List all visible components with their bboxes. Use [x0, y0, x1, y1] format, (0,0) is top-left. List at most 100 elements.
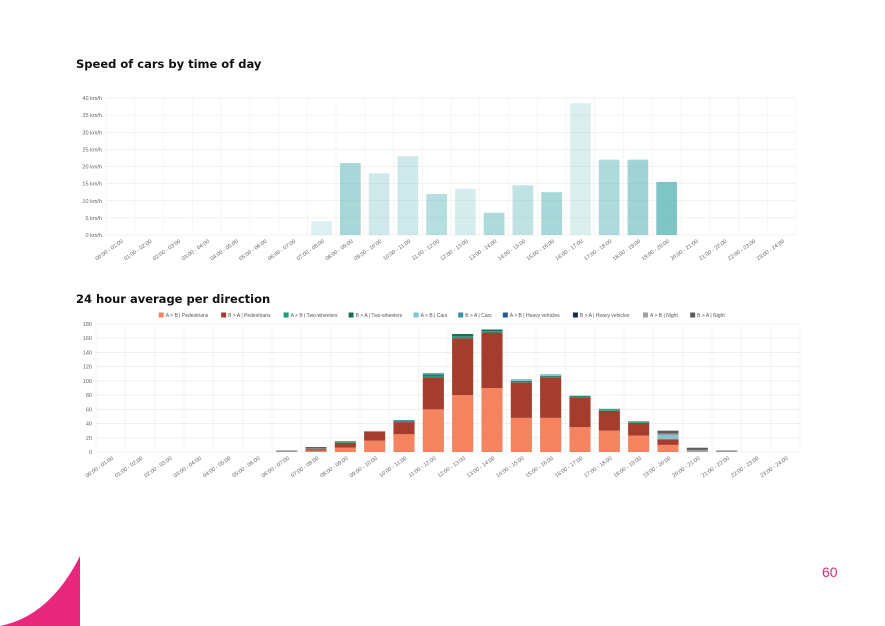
x-tick-label: 15:00 - 16:00	[525, 456, 555, 480]
speed-bar	[426, 193, 447, 235]
stacked-bar-segment	[276, 450, 298, 452]
stacked-bar-segment	[393, 421, 415, 423]
speed-chart: 0 km/h 5 km/h 10 km/h 15 km/h 20 km/h 25 km/h…	[82, 96, 797, 263]
stacked-bar-segment	[598, 430, 620, 452]
x-tick-label: 07:00 - 08:00	[290, 456, 320, 480]
y-tick-label: 120	[83, 365, 92, 371]
x-tick-label: 12:00 - 13:00	[437, 456, 467, 480]
stacked-bar-segment	[510, 382, 532, 418]
stacked-bar-segment	[510, 380, 532, 381]
legend-swatch	[572, 312, 578, 318]
stacked-bar-segment	[540, 374, 562, 376]
x-tick-label: 04:00 - 05:00	[210, 239, 240, 263]
stacked-bar-segment	[628, 435, 650, 452]
stacked-bar-segment	[305, 450, 327, 452]
speed-bar	[598, 159, 620, 235]
stacked-bar-segment	[716, 451, 738, 452]
x-tick-label: 13:00 - 14:00	[466, 456, 496, 480]
y-tick-label: 35 km/h	[82, 113, 102, 119]
x-tick-label: 21:00 - 22:00	[698, 239, 728, 263]
legend-label: A > B | Cars	[421, 313, 448, 319]
legend-label: B > A | Cars	[465, 313, 492, 319]
stacked-bar-segment	[334, 442, 356, 443]
x-tick-label: 18:00 - 19:00	[612, 239, 642, 263]
stacked-bar-segment	[305, 449, 327, 451]
x-tick-label: 22:00 - 23:00	[727, 239, 757, 263]
stacked-bar-segment	[364, 440, 386, 452]
stacked-bar-segment	[510, 379, 532, 381]
stacked-bar-segment	[393, 420, 415, 421]
x-tick-label: 02:00 - 03:00	[143, 456, 173, 480]
stacked-bar-segment	[422, 374, 444, 376]
y-tick-label: 30 km/h	[82, 130, 102, 136]
x-tick-label: 15:00 - 16:00	[526, 239, 556, 263]
stacked-bar-segment	[305, 447, 327, 449]
y-tick-label: 40	[86, 422, 92, 428]
stacked-bar-segment	[422, 373, 444, 375]
stacked-bar-segment	[422, 373, 444, 374]
y-tick-label: 25 km/h	[82, 147, 102, 153]
stacked-bar-segment	[481, 328, 503, 330]
stacked-bar-segment	[657, 435, 679, 440]
chart-title-direction: 24 hour average per direction	[76, 292, 271, 306]
x-tick-label: 06:00 - 07:00	[267, 239, 297, 263]
stacked-bar-segment	[305, 448, 327, 450]
stacked-bar-segment	[598, 410, 620, 411]
y-tick-label: 20	[86, 436, 92, 442]
y-tick-label: 140	[83, 350, 92, 356]
legend-swatch	[643, 312, 648, 318]
y-tick-label: 160	[83, 336, 92, 342]
x-tick-label: 17:00 - 18:00	[583, 456, 613, 480]
stacked-bar-segment	[393, 420, 415, 422]
speed-bar	[512, 185, 534, 235]
legend-swatch	[413, 312, 419, 318]
y-tick-label: 0	[89, 450, 92, 456]
y-tick-label: 80	[86, 393, 92, 399]
speed-bar	[311, 221, 332, 235]
legend-label: A > B | Two-wheelers	[291, 313, 338, 319]
y-tick-label: 40 km/h	[82, 96, 102, 102]
stacked-bar-segment	[540, 417, 562, 452]
x-tick-label: 06:00 - 07:00	[261, 456, 291, 480]
stacked-bar-segment	[569, 396, 591, 398]
x-tick-label: 10:00 - 11:00	[378, 456, 408, 479]
stacked-bar-segment	[598, 408, 620, 410]
speed-bar	[368, 173, 390, 235]
legend-label: B > A | Heavy vehicles	[580, 313, 630, 319]
stacked-bar-segment	[657, 433, 679, 436]
stacked-bar-segment	[393, 422, 415, 435]
stacked-bar-segment	[716, 450, 738, 452]
stacked-bar-segment	[422, 377, 444, 410]
stacked-bar-segment	[422, 409, 444, 452]
x-tick-label: 12:00 - 13:00	[440, 239, 470, 263]
x-tick-label: 22:00 - 23:00	[730, 456, 760, 480]
speed-bar	[397, 156, 419, 235]
x-tick-label: 14:00 - 15:00	[497, 239, 527, 263]
x-tick-label: 20:00 - 21:00	[670, 239, 700, 263]
stacked-bar-segment	[510, 380, 532, 382]
stacked-bar-segment	[657, 430, 679, 434]
x-tick-label: 17:00 - 18:00	[583, 239, 613, 263]
y-tick-label: 20 km/h	[82, 165, 102, 171]
legend-label: A > B | Heavy vehicles	[510, 313, 560, 319]
x-tick-label: 08:00 - 09:00	[325, 239, 355, 263]
stacked-bar-segment	[657, 439, 679, 445]
x-tick-label: 04:00 - 05:00	[202, 456, 232, 480]
legend-label: B > A | Two-wheelers	[356, 313, 403, 319]
x-tick-label: 16:00 - 17:00	[554, 456, 584, 480]
y-tick-label: 0 km/h	[85, 233, 102, 239]
x-tick-label: 21:00 - 22:00	[701, 456, 731, 480]
stacked-bar-segment	[481, 331, 503, 333]
page-number: 60	[822, 564, 838, 580]
legend-label: A > B | Night	[650, 313, 678, 319]
stacked-bar-segment	[598, 410, 620, 431]
y-tick-label: 15 km/h	[82, 182, 102, 188]
stacked-bar-segment	[686, 447, 708, 450]
legend-swatch	[348, 312, 354, 318]
legend-label: A > B | Pedestrians	[166, 313, 209, 319]
x-tick-label: 10:00 - 11:00	[382, 239, 412, 262]
speed-bar	[541, 192, 562, 235]
y-tick-label: 10 km/h	[82, 199, 102, 205]
stacked-bar-segment	[657, 444, 679, 452]
x-tick-label: 01:00 - 02:00	[123, 239, 153, 263]
